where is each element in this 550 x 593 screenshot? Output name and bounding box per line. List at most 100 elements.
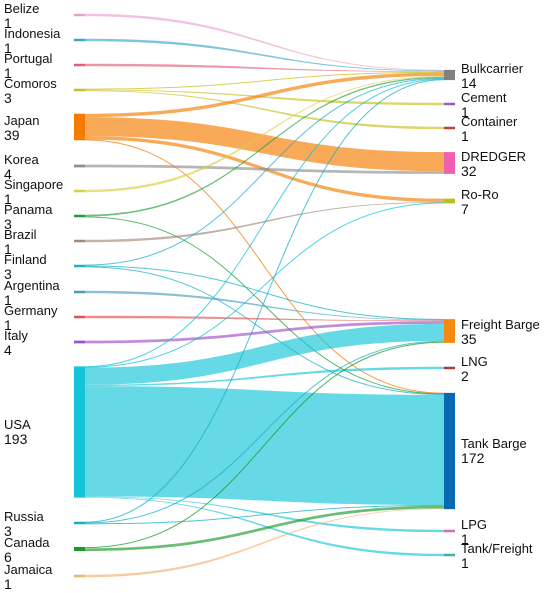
flow-russia-to-freight-barge: [84, 340, 445, 524]
target-label-lng: LNG: [461, 354, 488, 369]
flow-comoros-to-container: [85, 90, 444, 130]
flow-japan-to-dredger: [85, 117, 444, 172]
target-count-freight-barge: 35: [461, 331, 477, 347]
flow-finland-to-freight-barge: [84, 265, 445, 320]
flow-japan-to-bulkcarrier: [85, 72, 444, 118]
flow-portugal-to-bulkcarrier: [85, 63, 444, 72]
source-count-indonesia: 1: [4, 40, 12, 56]
target-node-lng: [444, 366, 455, 370]
source-node-japan: [74, 113, 85, 141]
source-count-japan: 39: [4, 127, 20, 143]
target-count-tank-barge: 172: [461, 450, 485, 466]
target-node-cement: [444, 102, 455, 106]
source-count-usa: 193: [4, 431, 28, 447]
source-label-brazil: Brazil: [4, 227, 37, 242]
target-label-tank-barge: Tank Barge: [461, 436, 527, 451]
target-count-bulkcarrier: 14: [461, 75, 477, 91]
target-node-tank-freight: [444, 553, 455, 557]
flow-russia-to-bulkcarrier: [84, 79, 445, 523]
target-label-tank-freight: Tank/Freight: [461, 541, 533, 556]
source-node-russia: [74, 521, 85, 525]
source-label-singapore: Singapore: [4, 177, 63, 192]
source-count-brazil: 1: [4, 241, 12, 257]
source-count-korea: 4: [4, 166, 12, 182]
target-label-dredger: DREDGER: [461, 149, 526, 164]
source-count-singapore: 1: [4, 191, 12, 207]
target-node-container: [444, 126, 455, 130]
nodes: [74, 13, 455, 578]
target-count-dredger: 32: [461, 163, 477, 179]
source-label-portugal: Portugal: [4, 51, 53, 66]
target-count-lpg: 1: [461, 531, 469, 547]
flow-belize-to-bulkcarrier: [85, 13, 444, 71]
source-node-italy: [74, 340, 85, 344]
source-count-belize: 1: [4, 15, 12, 31]
target-count-cement: 1: [461, 104, 469, 120]
flow-japan-to-tank-barge: [84, 139, 445, 394]
target-label-lpg: LPG: [461, 517, 487, 532]
flow-comoros-to-bulkcarrier: [84, 71, 445, 90]
source-count-portugal: 1: [4, 65, 12, 81]
source-count-russia: 3: [4, 523, 12, 539]
flow-finland-to-bulkcarrier: [84, 77, 445, 266]
source-node-germany: [74, 315, 85, 319]
source-node-comoros: [74, 88, 85, 92]
target-node-freight-barge: [444, 319, 455, 343]
flow-panama-to-bulkcarrier: [85, 76, 444, 217]
source-node-argentina: [74, 290, 85, 294]
flow-usa-to-freight-barge: [85, 323, 444, 385]
source-node-finland: [74, 264, 85, 268]
source-node-jamaica: [74, 574, 85, 578]
target-node-bulkcarrier: [444, 69, 455, 81]
source-count-comoros: 3: [4, 90, 12, 106]
source-label-finland: Finland: [4, 252, 47, 267]
source-count-italy: 4: [4, 342, 12, 358]
flow-usa-to-tank-freight: [85, 496, 444, 557]
flow-italy-to-freight-barge: [85, 321, 444, 344]
flow-comoros-to-cement: [85, 89, 444, 106]
flow-canada-to-tank-barge: [85, 505, 444, 552]
target-label-ro-ro: Ro-Ro: [461, 187, 499, 202]
flow-argentina-to-freight-barge: [85, 290, 444, 321]
flow-finland-to-tank-barge: [84, 266, 445, 396]
source-node-belize: [74, 13, 85, 17]
source-label-comoros: Comoros: [4, 76, 57, 91]
target-count-container: 1: [461, 128, 469, 144]
flow-korea-to-dredger: [85, 164, 444, 174]
source-label-germany: Germany: [4, 303, 58, 318]
source-label-usa: USA: [4, 417, 31, 432]
source-node-indonesia: [74, 38, 85, 42]
source-label-indonesia: Indonesia: [4, 26, 61, 41]
source-label-argentina: Argentina: [4, 278, 60, 293]
target-count-ro-ro: 7: [461, 201, 469, 217]
source-node-canada: [74, 546, 85, 552]
source-node-brazil: [74, 239, 85, 243]
target-count-lng: 2: [461, 368, 469, 384]
source-label-russia: Russia: [4, 509, 45, 524]
source-node-panama: [74, 214, 85, 218]
source-node-usa: [74, 366, 85, 498]
flow-usa-to-lng: [85, 366, 444, 387]
source-node-portugal: [74, 63, 85, 67]
source-count-canada: 6: [4, 549, 12, 565]
source-count-finland: 3: [4, 266, 12, 282]
source-label-korea: Korea: [4, 152, 39, 167]
source-label-belize: Belize: [4, 1, 39, 16]
target-label-bulkcarrier: Bulkcarrier: [461, 61, 524, 76]
target-node-lpg: [444, 529, 455, 533]
target-node-dredger: [444, 152, 455, 174]
source-label-italy: Italy: [4, 328, 28, 343]
source-count-jamaica: 1: [4, 576, 12, 592]
target-label-freight-barge: Freight Barge: [461, 317, 540, 332]
source-label-canada: Canada: [4, 535, 50, 550]
flow-russia-to-tank-barge: [84, 504, 445, 525]
flow-canada-to-freight-barge: [84, 341, 445, 549]
flow-usa-to-bulkcarrier: [84, 78, 445, 368]
source-count-germany: 1: [4, 317, 12, 333]
source-node-korea: [74, 164, 85, 168]
target-label-cement: Cement: [461, 90, 507, 105]
target-label-container: Container: [461, 114, 518, 129]
source-label-japan: Japan: [4, 113, 39, 128]
